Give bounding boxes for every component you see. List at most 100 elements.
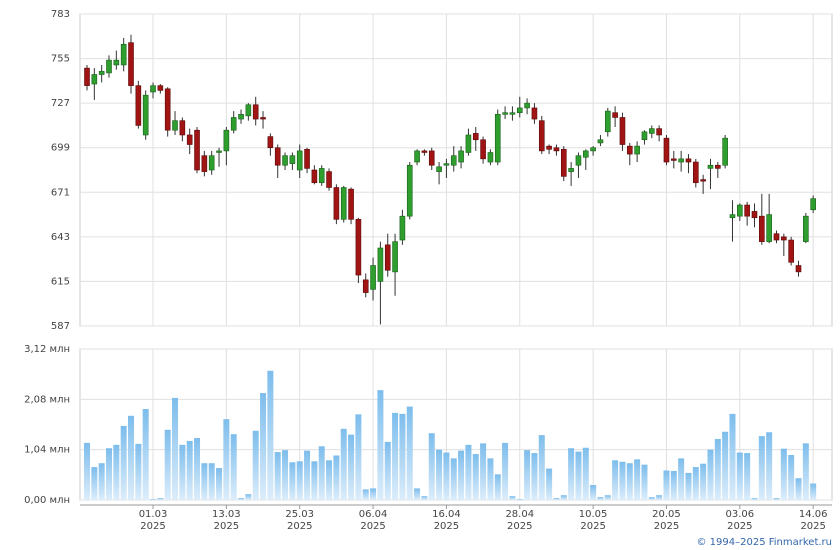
candle-body <box>685 158 692 163</box>
volume-bar <box>758 436 765 500</box>
volume-bar <box>179 444 186 500</box>
y-tick-label: 755 <box>51 54 70 65</box>
candle-body <box>494 113 501 163</box>
volume-bar <box>436 449 443 500</box>
volume-bar <box>128 415 135 500</box>
volume-bar <box>326 460 333 500</box>
source-link[interactable]: © 1994–2025 Finmarket.ru <box>696 537 832 548</box>
candle-body <box>230 117 237 131</box>
volume-bar <box>164 429 171 500</box>
candle-body <box>333 187 340 220</box>
candle-body <box>604 110 611 133</box>
candle-body <box>362 279 369 293</box>
candle-body <box>355 219 362 276</box>
candle-body <box>744 204 750 217</box>
volume-bar <box>487 458 494 500</box>
y2-tick-label: 1,04 млн <box>24 445 70 456</box>
candle-body <box>619 117 626 145</box>
volume-bar <box>780 448 787 500</box>
x-tick-label: 03.06 2025 <box>725 509 754 532</box>
volume-bar <box>282 450 289 500</box>
volume-bar <box>384 441 391 500</box>
volume-bar <box>626 463 633 500</box>
volume-bar <box>773 498 780 500</box>
volume-bar <box>370 488 377 500</box>
volume-bar <box>230 434 237 500</box>
candle-body <box>670 158 677 161</box>
candle-body <box>531 107 538 120</box>
volume-bar <box>150 499 157 500</box>
x-tick-label: 01.03 2025 <box>139 509 168 532</box>
volume-bar <box>678 458 685 500</box>
candle-body <box>722 137 728 166</box>
volume-bar <box>802 443 809 500</box>
candle-body <box>788 239 794 263</box>
volume-bar <box>421 496 428 500</box>
volume-bar <box>223 419 230 500</box>
volume-bar <box>795 478 802 500</box>
volume-bar <box>502 442 509 500</box>
y-tick-label: 643 <box>51 232 70 243</box>
candle-body <box>318 168 325 184</box>
candle-body <box>715 164 721 169</box>
candle-body <box>421 150 428 153</box>
volume-bar <box>590 484 597 500</box>
volume-bar <box>113 444 120 500</box>
volume-bar <box>766 432 773 500</box>
volume-bar <box>362 489 369 500</box>
candle-body <box>150 85 156 93</box>
volume-bar <box>142 409 149 500</box>
volume-bar <box>98 463 105 500</box>
volume-bar <box>377 390 384 500</box>
volume-bar <box>267 370 274 500</box>
candle-body <box>795 265 802 273</box>
candle-body <box>502 112 508 115</box>
candle-body <box>582 150 589 158</box>
candle-body <box>693 161 699 184</box>
price-frame <box>79 13 833 327</box>
volume-bar <box>509 496 516 500</box>
volume-bar <box>531 453 538 500</box>
candle-body <box>348 188 354 220</box>
volume-bar <box>656 495 663 500</box>
volume-bar <box>692 467 699 500</box>
y2-tick-label: 3,12 млн <box>24 344 70 355</box>
candle-body <box>656 128 662 136</box>
volume-bar <box>729 413 736 500</box>
volume-bar <box>612 460 619 500</box>
volume-bar <box>333 455 340 500</box>
candle-body <box>546 145 552 150</box>
candle-body <box>810 198 816 211</box>
candle-body <box>707 164 714 169</box>
candle-body <box>626 145 633 155</box>
candle-body <box>282 155 288 166</box>
candle-body <box>311 169 318 184</box>
candle-body <box>172 120 178 131</box>
candle-body <box>487 152 494 163</box>
volume-bar <box>670 470 677 500</box>
candle-body <box>781 236 787 241</box>
volume-bar <box>575 451 582 500</box>
volume-bar <box>355 414 362 500</box>
volume-bar <box>260 393 267 500</box>
volume-bar <box>494 474 501 500</box>
volume-bar <box>428 433 435 500</box>
volume-bar <box>685 472 692 500</box>
candle-body <box>560 149 567 177</box>
candle-body <box>384 244 391 271</box>
volume-bar <box>186 440 193 500</box>
volume-bar <box>546 468 553 500</box>
volume-bar <box>120 425 127 500</box>
candle-body <box>304 149 310 169</box>
volume-bar <box>252 430 259 500</box>
volume-bar <box>641 464 648 500</box>
y-tick-label: 671 <box>51 187 70 198</box>
candle-body <box>120 43 127 66</box>
y-tick-label: 727 <box>51 98 70 109</box>
candle-body <box>597 139 604 144</box>
volume-bar <box>524 450 531 500</box>
candle-body <box>91 74 98 85</box>
volume-bar <box>172 397 179 500</box>
candle-body <box>157 85 164 91</box>
